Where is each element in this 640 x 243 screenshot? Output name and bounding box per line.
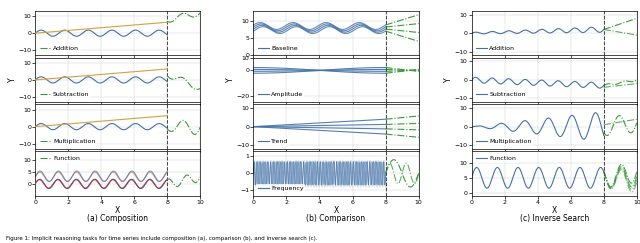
X-axis label: X: X: [115, 206, 120, 215]
Y-axis label: Y: Y: [226, 78, 235, 82]
Legend: Function: Function: [38, 154, 81, 163]
Legend: Subtraction: Subtraction: [38, 91, 91, 99]
Text: (c) Inverse Search: (c) Inverse Search: [520, 214, 589, 223]
X-axis label: X: X: [333, 206, 339, 215]
Legend: Addition: Addition: [38, 44, 81, 52]
Legend: Multiplication: Multiplication: [475, 137, 533, 146]
Legend: Multiplication: Multiplication: [38, 137, 97, 146]
Legend: Function: Function: [475, 154, 518, 163]
Y-axis label: Y: Y: [444, 78, 453, 82]
Text: (b) Comparison: (b) Comparison: [307, 214, 365, 223]
Legend: Trend: Trend: [257, 137, 290, 146]
Legend: Amplitude: Amplitude: [257, 91, 305, 99]
Legend: Baseline: Baseline: [257, 44, 300, 52]
Y-axis label: Y: Y: [8, 78, 17, 82]
Text: Figure 1: Implicit reasoning tasks for time series include composition (a), comp: Figure 1: Implicit reasoning tasks for t…: [6, 235, 318, 241]
Text: (a) Composition: (a) Composition: [87, 214, 148, 223]
Legend: Subtraction: Subtraction: [475, 91, 527, 99]
Legend: Addition: Addition: [475, 44, 517, 52]
Legend: Frequency: Frequency: [257, 184, 305, 192]
X-axis label: X: X: [552, 206, 557, 215]
